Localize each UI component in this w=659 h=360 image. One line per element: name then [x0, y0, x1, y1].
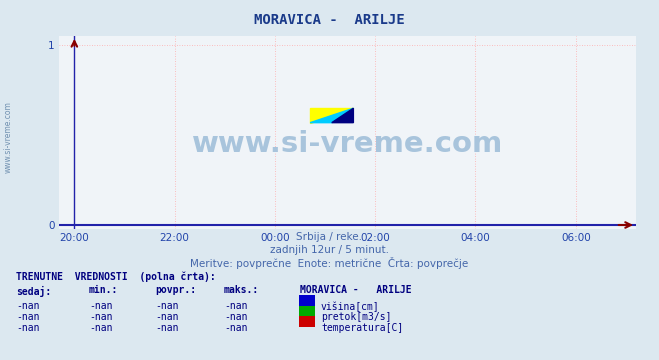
Polygon shape	[310, 108, 353, 123]
Text: -nan: -nan	[16, 312, 40, 322]
Text: temperatura[C]: temperatura[C]	[321, 323, 403, 333]
Text: -nan: -nan	[155, 301, 179, 311]
Text: -nan: -nan	[155, 312, 179, 322]
Text: -nan: -nan	[89, 301, 113, 311]
Text: -nan: -nan	[89, 312, 113, 322]
Text: zadnjih 12ur / 5 minut.: zadnjih 12ur / 5 minut.	[270, 245, 389, 255]
Text: povpr.:: povpr.:	[155, 285, 196, 296]
Text: www.si-vreme.com: www.si-vreme.com	[3, 101, 13, 173]
Text: -nan: -nan	[16, 323, 40, 333]
Text: sedaj:: sedaj:	[16, 285, 51, 297]
Text: -nan: -nan	[224, 323, 248, 333]
Text: -nan: -nan	[224, 312, 248, 322]
Text: min.:: min.:	[89, 285, 119, 296]
Text: Srbija / reke.: Srbija / reke.	[297, 232, 362, 242]
Text: višina[cm]: višina[cm]	[321, 301, 380, 312]
Text: MORAVICA -  ARILJE: MORAVICA - ARILJE	[254, 13, 405, 27]
Text: www.si-vreme.com: www.si-vreme.com	[192, 130, 503, 158]
Text: TRENUTNE  VREDNOSTI  (polna črta):: TRENUTNE VREDNOSTI (polna črta):	[16, 272, 216, 282]
Polygon shape	[331, 108, 353, 123]
Text: -nan: -nan	[89, 323, 113, 333]
Text: maks.:: maks.:	[224, 285, 259, 296]
Text: -nan: -nan	[16, 301, 40, 311]
Text: MORAVICA -   ARILJE: MORAVICA - ARILJE	[300, 285, 411, 296]
Text: pretok[m3/s]: pretok[m3/s]	[321, 312, 391, 322]
Text: -nan: -nan	[155, 323, 179, 333]
Polygon shape	[310, 108, 353, 123]
Text: -nan: -nan	[224, 301, 248, 311]
Text: Meritve: povprečne  Enote: metrične  Črta: povprečje: Meritve: povprečne Enote: metrične Črta:…	[190, 257, 469, 269]
